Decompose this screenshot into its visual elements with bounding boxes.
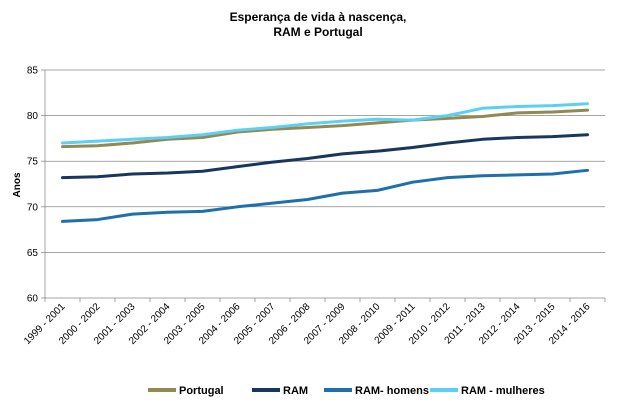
y-tick-label: 80 <box>27 111 39 122</box>
y-axis-label: Anos <box>12 172 23 197</box>
series-lines <box>61 102 589 223</box>
gridlines <box>45 69 605 253</box>
y-tick-label: 60 <box>27 294 39 305</box>
series-line-2 <box>61 168 589 223</box>
y-axis: 60 65 70 75 80 85 <box>27 66 46 305</box>
series-line-0 <box>61 108 589 149</box>
chart-title-line-1: Esperança de vida à nascença, <box>230 10 407 24</box>
series-line-1 <box>61 133 589 180</box>
y-tick-label: 65 <box>27 248 39 259</box>
y-tick-label: 70 <box>27 202 39 213</box>
legend-label: RAM <box>283 385 308 397</box>
chart-title: Esperança de vida à nascença, RAM e Port… <box>230 10 407 39</box>
y-tick-label: 75 <box>27 157 39 168</box>
y-tick-label: 85 <box>27 66 39 77</box>
legend-label: RAM- homens <box>355 385 429 397</box>
legend: Portugal RAM RAM- homens RAM - mulheres <box>148 385 545 397</box>
series-line-3 <box>61 102 589 145</box>
legend-label: RAM - mulheres <box>461 385 545 397</box>
chart-title-line-2: RAM e Portugal <box>273 25 362 39</box>
legend-label: Portugal <box>179 385 224 397</box>
